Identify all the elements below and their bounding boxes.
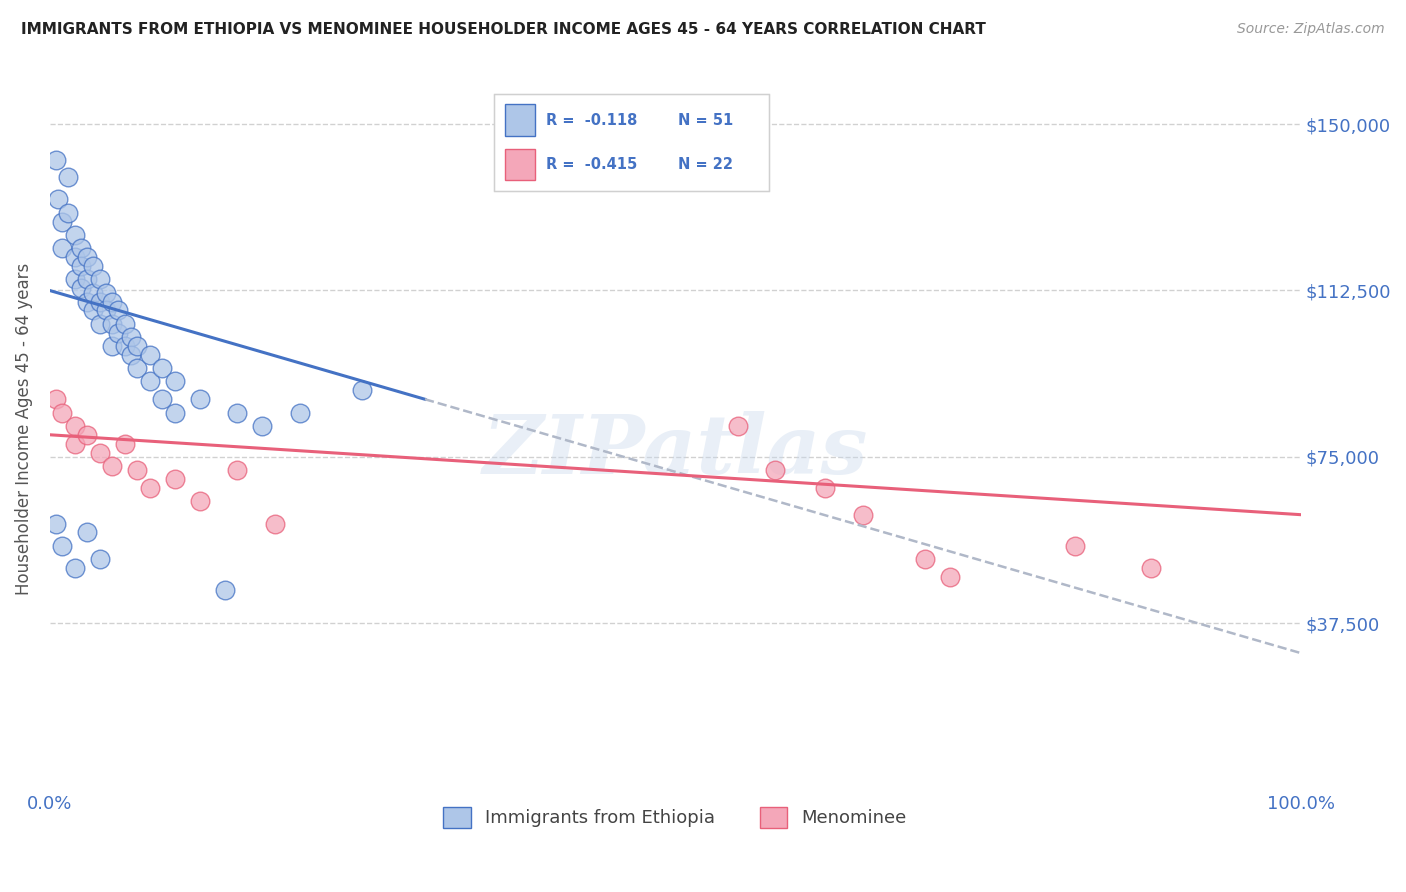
Point	[76, 525, 98, 540]
Point	[150, 392, 173, 407]
Point	[263, 516, 285, 531]
Point	[45, 392, 67, 407]
Point	[139, 375, 162, 389]
Point	[89, 294, 111, 309]
Point	[101, 317, 124, 331]
Point	[51, 539, 73, 553]
Point	[89, 445, 111, 459]
Point	[48, 193, 70, 207]
Y-axis label: Householder Income Ages 45 - 64 years: Householder Income Ages 45 - 64 years	[15, 263, 32, 595]
Point	[76, 427, 98, 442]
Point	[226, 406, 249, 420]
Point	[107, 303, 129, 318]
Point	[51, 406, 73, 420]
Point	[939, 570, 962, 584]
Point	[188, 494, 211, 508]
Text: Source: ZipAtlas.com: Source: ZipAtlas.com	[1237, 22, 1385, 37]
Point	[163, 472, 186, 486]
Point	[120, 348, 142, 362]
Point	[63, 227, 86, 242]
Point	[1064, 539, 1087, 553]
Point	[120, 330, 142, 344]
Point	[51, 215, 73, 229]
Point	[114, 436, 136, 450]
Point	[1139, 561, 1161, 575]
Point	[163, 406, 186, 420]
Point	[252, 418, 274, 433]
Point	[51, 241, 73, 255]
Point	[188, 392, 211, 407]
Point	[107, 326, 129, 340]
Point	[127, 361, 149, 376]
Point	[101, 458, 124, 473]
Point	[101, 294, 124, 309]
Point	[58, 206, 80, 220]
Text: ZIPatlas: ZIPatlas	[482, 411, 868, 491]
Legend: Immigrants from Ethiopia, Menominee: Immigrants from Ethiopia, Menominee	[436, 800, 914, 835]
Point	[58, 170, 80, 185]
Point	[89, 272, 111, 286]
Point	[76, 294, 98, 309]
Point	[82, 285, 104, 300]
Point	[82, 259, 104, 273]
Point	[727, 418, 749, 433]
Point	[101, 339, 124, 353]
Point	[150, 361, 173, 376]
Point	[94, 285, 117, 300]
Point	[70, 281, 93, 295]
Point	[139, 481, 162, 495]
Point	[763, 463, 786, 477]
Point	[63, 418, 86, 433]
Point	[214, 583, 236, 598]
Point	[288, 406, 311, 420]
Point	[94, 303, 117, 318]
Point	[76, 250, 98, 264]
Point	[70, 259, 93, 273]
Point	[914, 552, 936, 566]
Point	[89, 552, 111, 566]
Point	[226, 463, 249, 477]
Point	[82, 303, 104, 318]
Point	[814, 481, 837, 495]
Point	[114, 339, 136, 353]
Point	[63, 436, 86, 450]
Point	[45, 153, 67, 167]
Point	[70, 241, 93, 255]
Text: IMMIGRANTS FROM ETHIOPIA VS MENOMINEE HOUSEHOLDER INCOME AGES 45 - 64 YEARS CORR: IMMIGRANTS FROM ETHIOPIA VS MENOMINEE HO…	[21, 22, 986, 37]
Point	[63, 561, 86, 575]
Point	[139, 348, 162, 362]
Point	[127, 463, 149, 477]
Point	[89, 317, 111, 331]
Point	[63, 250, 86, 264]
Point	[352, 384, 374, 398]
Point	[63, 272, 86, 286]
Point	[114, 317, 136, 331]
Point	[852, 508, 875, 522]
Point	[45, 516, 67, 531]
Point	[127, 339, 149, 353]
Point	[163, 375, 186, 389]
Point	[76, 272, 98, 286]
